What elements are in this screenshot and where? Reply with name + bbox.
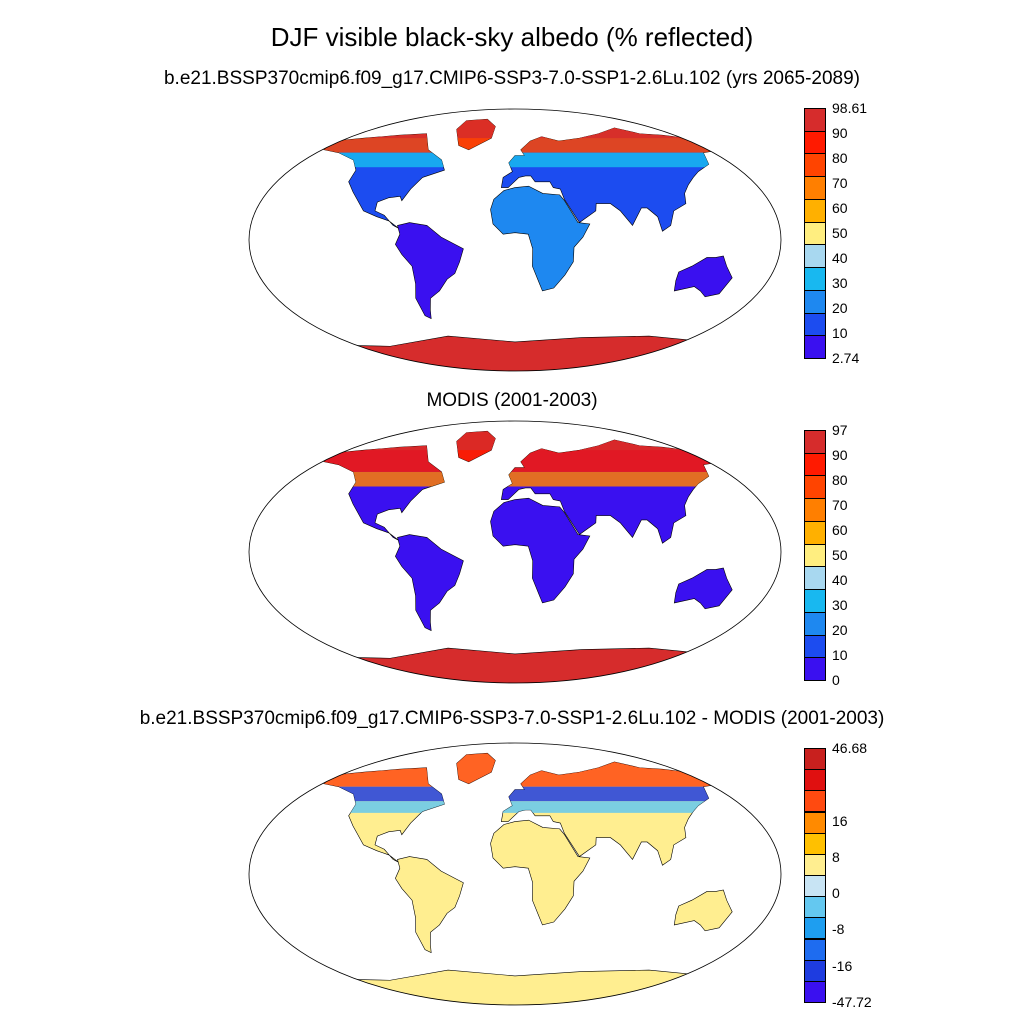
colorbar-label: 10 <box>832 647 848 663</box>
colorbar-model: 98.61 90 80 70 60 50 40 30 20 10 2.74 <box>804 100 867 366</box>
map-border <box>248 742 782 1006</box>
colorbar-segment <box>804 267 826 291</box>
colorbar-segment <box>804 198 826 223</box>
colorbar-label: 20 <box>832 622 848 638</box>
colorbar-segment <box>804 221 826 246</box>
colorbar-label: 40 <box>832 572 848 588</box>
map-border <box>248 108 782 372</box>
colorbar-label: 30 <box>832 597 848 613</box>
map-border <box>248 420 782 684</box>
colorbar-segment <box>804 430 826 454</box>
colorbar-segment <box>804 543 826 568</box>
landmass-south-america <box>395 534 464 632</box>
colorbar-difference: 46.68 16 8 0 -8 -16 -47.72 <box>804 740 872 1010</box>
colorbar-label: 46.68 <box>832 740 868 756</box>
colorbar-segment <box>804 657 826 681</box>
colorbar-segment <box>804 335 826 359</box>
colorbar-segment <box>804 589 826 613</box>
colorbar-segment <box>804 769 826 792</box>
panel-title-modis: MODIS (2001-2003) <box>426 390 598 411</box>
colorbar-label: 70 <box>832 175 848 191</box>
colorbar-modis: 97 90 80 70 60 50 40 30 20 10 0 <box>804 422 848 688</box>
colorbar-label: 97 <box>832 422 848 438</box>
landmass-australia <box>673 889 733 932</box>
colorbar-segment <box>804 917 826 940</box>
colorbar-label: 0 <box>832 672 840 688</box>
colorbar-label: 60 <box>832 522 848 538</box>
colorbar-label: 40 <box>832 250 848 266</box>
landmass-south-america <box>395 856 464 954</box>
map-difference-albedo <box>248 742 782 1006</box>
latitude-band <box>324 786 722 802</box>
colorbar-segment <box>804 634 826 659</box>
colorbar-label: -47.72 <box>832 994 872 1010</box>
colorbar-segment <box>804 312 826 337</box>
landmass-australia <box>673 255 733 298</box>
colorbar-label: 60 <box>832 200 848 216</box>
colorbar-label: -16 <box>832 957 853 974</box>
colorbar-segment <box>804 959 826 982</box>
colorbar-label: 90 <box>832 447 848 463</box>
colorbar-label: 80 <box>832 150 848 166</box>
colorbar-segment <box>804 108 826 132</box>
colorbar-label: 16 <box>832 812 848 829</box>
figure-title: DJF visible black-sky albedo (% reflecte… <box>270 22 754 52</box>
colorbar-segment <box>804 853 826 876</box>
landmass-africa <box>490 497 591 604</box>
colorbar-segment <box>804 611 826 636</box>
colorbar-segment <box>804 520 826 545</box>
latitude-band <box>324 471 722 487</box>
colorbar-label: 0 <box>832 885 840 902</box>
colorbar-segment <box>804 176 826 200</box>
colorbar-label: 70 <box>832 497 848 513</box>
colorbar-label: 8 <box>832 848 840 865</box>
colorbar-label: 20 <box>832 300 848 316</box>
colorbar-segment <box>804 790 826 813</box>
colorbar-label: 50 <box>832 547 848 563</box>
colorbar-segment <box>804 748 826 771</box>
colorbar-segment <box>804 498 826 522</box>
colorbar-segment <box>804 244 826 269</box>
panel-title-model: b.e21.BSSP370cmip6.f09_g17.CMIP6-SSP3-7.… <box>163 68 861 89</box>
latitude-band <box>324 152 722 168</box>
colorbar-segment <box>804 130 826 155</box>
map-model-albedo <box>248 108 782 372</box>
colorbar-segment <box>804 980 826 1003</box>
colorbar-label: 2.74 <box>832 350 860 366</box>
colorbar-label: 90 <box>832 125 848 141</box>
colorbar-segment <box>804 566 826 591</box>
colorbar-segment <box>804 289 826 314</box>
colorbar-label: -8 <box>832 921 845 938</box>
colorbar-label: 10 <box>832 325 848 341</box>
landmass-australia <box>673 567 733 610</box>
colorbar-segment <box>804 875 826 898</box>
colorbar-segment <box>804 832 826 855</box>
colorbar-segment <box>804 153 826 178</box>
colorbar-label: 80 <box>832 472 848 488</box>
landmass-africa <box>490 185 591 292</box>
colorbar-segment <box>804 811 826 834</box>
colorbar-label: 50 <box>832 225 848 241</box>
colorbar-segment <box>804 475 826 500</box>
landmass-south-america <box>395 222 464 320</box>
map-modis-albedo <box>248 420 782 684</box>
latitude-band <box>324 801 722 813</box>
colorbar-label: 98.61 <box>832 100 868 116</box>
colorbar-segment <box>804 452 826 477</box>
panel-title-difference: b.e21.BSSP370cmip6.f09_g17.CMIP6-SSP3-7.… <box>139 708 885 729</box>
landmass-africa <box>490 819 591 926</box>
colorbar-segment <box>804 938 826 961</box>
colorbar-segment <box>804 896 826 919</box>
colorbar-label: 30 <box>832 275 848 291</box>
